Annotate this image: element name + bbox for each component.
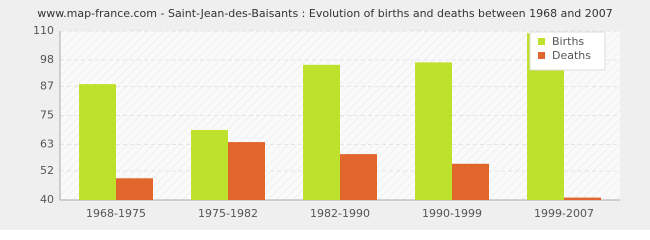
bar bbox=[116, 178, 153, 200]
legend-label: Births bbox=[552, 35, 584, 48]
bar bbox=[452, 163, 489, 200]
y-tick-label: 98 bbox=[40, 53, 54, 66]
bar bbox=[303, 64, 340, 200]
legend-label: Deaths bbox=[552, 49, 591, 62]
y-tick-label: 75 bbox=[40, 109, 54, 122]
y-tick-label: 110 bbox=[33, 24, 54, 37]
x-tick-label: 1975-1982 bbox=[198, 207, 258, 220]
y-tick-label: 87 bbox=[40, 80, 54, 93]
bar bbox=[564, 197, 601, 200]
chart: www.map-france.com - Saint-Jean-des-Bais… bbox=[0, 0, 650, 230]
x-tick-label: 1999-2007 bbox=[534, 207, 594, 220]
x-tick-label: 1990-1999 bbox=[422, 207, 482, 220]
bar bbox=[79, 84, 116, 200]
x-tick-label: 1982-1990 bbox=[310, 207, 370, 220]
legend-swatch bbox=[538, 38, 545, 45]
page: {"chart_data": {"type": "bar", "title": … bbox=[0, 0, 650, 230]
bar bbox=[340, 154, 377, 200]
chart-title: www.map-france.com - Saint-Jean-des-Bais… bbox=[37, 7, 613, 20]
bar bbox=[228, 142, 265, 200]
legend-swatch bbox=[538, 52, 545, 59]
y-tick-label: 40 bbox=[40, 193, 54, 206]
x-tick-label: 1968-1975 bbox=[86, 207, 146, 220]
bar bbox=[415, 62, 452, 201]
y-tick-label: 52 bbox=[40, 164, 54, 177]
bar bbox=[191, 129, 228, 200]
y-tick-label: 63 bbox=[40, 137, 54, 150]
